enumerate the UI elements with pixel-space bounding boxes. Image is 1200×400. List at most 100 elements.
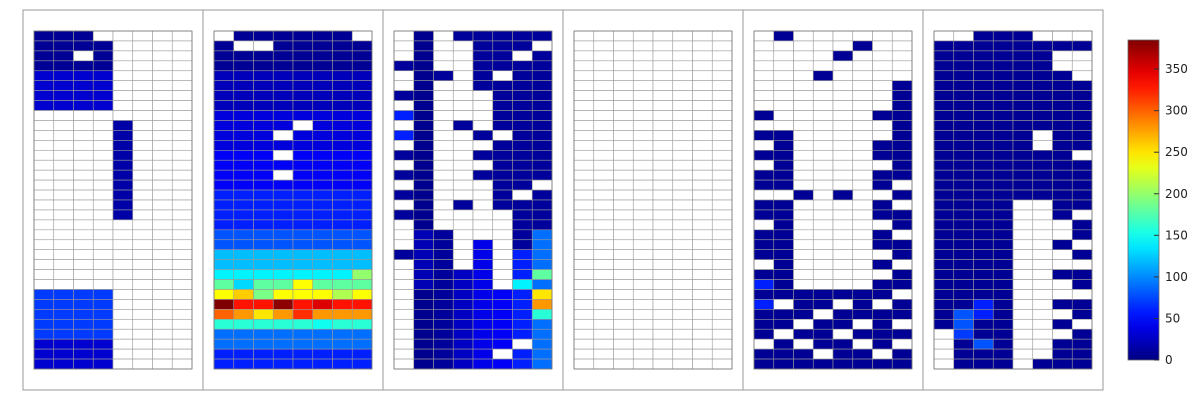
heatmap-cell <box>692 149 713 161</box>
heatmap-cell <box>253 199 274 211</box>
heatmap-cell <box>53 309 74 320</box>
heatmap-cell <box>953 179 974 191</box>
heatmap-cell <box>573 249 595 260</box>
heatmap-cell <box>33 30 55 42</box>
heatmap-cell <box>812 328 834 340</box>
heatmap-cell <box>872 159 893 171</box>
heatmap-cell <box>593 30 614 42</box>
heatmap-cell <box>753 338 775 350</box>
heatmap-cell <box>332 259 353 270</box>
heatmap-cell <box>472 229 494 241</box>
heatmap-cell <box>92 120 114 131</box>
grid-border <box>213 30 373 370</box>
heatmap-cell <box>171 279 193 290</box>
heatmap-cell <box>632 249 654 260</box>
heatmap-cell <box>312 110 333 121</box>
heatmap-cell <box>1012 70 1034 82</box>
heatmap-cell <box>112 30 134 42</box>
heatmap-cell <box>53 140 74 151</box>
heatmap-cell <box>73 239 94 251</box>
heatmap-cell <box>332 289 353 300</box>
heatmap-cell <box>1012 80 1034 91</box>
heatmap-cell <box>773 299 794 310</box>
heatmap-cell <box>112 159 134 171</box>
heatmap-cell <box>33 358 55 370</box>
heatmap-cell <box>891 259 913 270</box>
heatmap-cell <box>973 30 994 42</box>
heatmap-cell <box>33 259 55 270</box>
heatmap-cell <box>112 149 134 161</box>
heatmap-cell <box>593 358 614 370</box>
heatmap-cell <box>852 299 873 310</box>
heatmap-cell <box>213 309 235 320</box>
heatmap-cell <box>433 80 454 91</box>
heatmap-cell <box>253 60 274 72</box>
heatmap-cell <box>112 100 134 111</box>
heatmap-cell <box>613 358 634 370</box>
heatmap-cell <box>1012 259 1034 270</box>
heatmap-cell <box>472 130 494 141</box>
heatmap-cell <box>332 249 353 260</box>
heatmap-cell <box>1071 169 1093 181</box>
heatmap-cell <box>351 189 373 201</box>
heatmap-cell <box>793 40 814 52</box>
heatmap-cell <box>793 100 814 111</box>
heatmap-cell <box>753 140 775 151</box>
heatmap-cell <box>652 189 674 201</box>
heatmap-cell <box>132 80 153 91</box>
heatmap-cell <box>852 239 873 251</box>
heatmap-cell <box>452 328 474 340</box>
heatmap-cell <box>332 50 353 62</box>
heatmap-cell <box>472 90 494 101</box>
heatmap-cell <box>53 328 74 340</box>
heatmap-cell <box>132 179 153 191</box>
heatmap-cell <box>891 70 913 82</box>
heatmap-cell <box>933 239 955 251</box>
heatmap-cell <box>1032 80 1053 91</box>
heatmap-cell <box>1071 149 1093 161</box>
heatmap-cell <box>213 249 235 260</box>
heatmap-cell <box>393 269 415 280</box>
heatmap-cell <box>872 239 893 251</box>
heatmap-cell <box>152 189 173 201</box>
heatmap-cell <box>152 140 173 151</box>
heatmap-cell <box>953 269 974 280</box>
heatmap-cell <box>452 130 474 141</box>
heatmap-cell <box>613 219 634 231</box>
heatmap-cell <box>312 140 333 151</box>
heatmap-cell <box>312 60 333 72</box>
heatmap-cell <box>292 289 314 300</box>
heatmap-cell <box>793 259 814 270</box>
heatmap-cell <box>351 50 373 62</box>
heatmap-cell <box>433 309 454 320</box>
heatmap-cell <box>711 40 733 52</box>
heatmap-cell <box>213 50 235 62</box>
heatmap-cell <box>92 149 114 161</box>
heatmap-cell <box>773 259 794 270</box>
heatmap-cell <box>492 50 513 62</box>
heatmap-cell <box>492 348 513 360</box>
heatmap-cell <box>711 80 733 91</box>
heatmap-cell <box>92 199 114 211</box>
heatmap-cell <box>413 309 434 320</box>
heatmap-cell <box>753 179 775 191</box>
heatmap-cell <box>692 100 713 111</box>
heatmap-cell <box>613 30 634 42</box>
heatmap-cell <box>1071 239 1093 251</box>
heatmap-cell <box>992 269 1014 280</box>
heatmap-cell <box>213 338 235 350</box>
heatmap-cell <box>33 120 55 131</box>
heatmap-cell <box>773 90 794 101</box>
heatmap-cell <box>132 110 153 121</box>
heatmap-cell <box>472 289 494 300</box>
heatmap-cell <box>593 299 614 310</box>
heatmap-cell <box>812 40 834 52</box>
heatmap-cell <box>253 279 274 290</box>
heatmap-cell <box>652 110 674 121</box>
heatmap-cell <box>773 80 794 91</box>
heatmap-cell <box>1071 30 1093 42</box>
heatmap-cell <box>632 100 654 111</box>
heatmap-cell <box>852 30 873 42</box>
heatmap-cell <box>213 159 235 171</box>
